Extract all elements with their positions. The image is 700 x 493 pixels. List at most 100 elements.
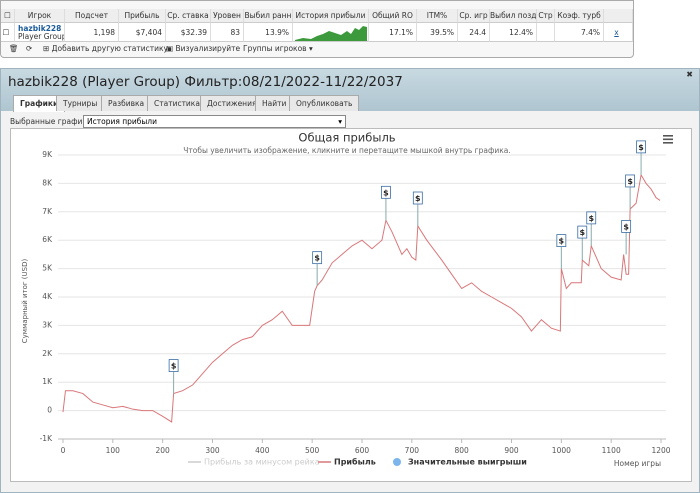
flag-label: $ (415, 194, 421, 203)
column-header[interactable]: Ср. ставка (166, 9, 211, 23)
flag-label: $ (171, 362, 177, 371)
column-header[interactable]: Стр (537, 9, 555, 23)
y-tick-label: 8K (42, 178, 53, 187)
x-tick-label: 700 (405, 446, 420, 455)
player-name[interactable]: hazbik228 (18, 24, 62, 33)
flag (556, 234, 567, 247)
x-tick-label: 1000 (552, 446, 571, 455)
column-header[interactable]: Игрок (15, 9, 65, 23)
window-title: hazbik228 (Player Group) Фильтр:08/21/20… (8, 74, 403, 90)
close-button[interactable]: ✖ (686, 70, 693, 79)
y-tick-label: 9K (42, 150, 53, 159)
cell: 17.1% (369, 23, 417, 42)
refresh-icon[interactable]: ⟳ (26, 44, 33, 53)
sparkline-cell (293, 23, 369, 42)
y-tick-label: 5K (42, 264, 53, 273)
x-tick-label: 900 (504, 446, 519, 455)
cell: 7.4% (555, 23, 604, 42)
tab[interactable]: Найти (255, 95, 294, 111)
chart-select-value: История прибыли (87, 117, 157, 126)
add-stat-button[interactable]: ⊞ Добавить другую статистику (43, 44, 168, 53)
legend-item[interactable]: Прибыль (318, 457, 376, 467)
selected-label: Выбранные графики: (10, 117, 95, 126)
column-header[interactable]: Ср. игр (458, 9, 490, 23)
chart-subtitle: Чтобы увеличить изображение, кликните и … (183, 146, 511, 155)
flag-label: $ (623, 222, 629, 231)
cell: 13.9% (244, 23, 293, 42)
sparkline (295, 26, 367, 41)
column-header[interactable]: Прибыль (119, 9, 166, 23)
flag-label: $ (588, 214, 594, 223)
flag (621, 220, 632, 233)
y-tick-label: 7K (42, 207, 53, 216)
flag (577, 225, 588, 239)
cell: 39.5% (417, 23, 458, 42)
flag-label: $ (638, 143, 644, 152)
cell: 12.4% (490, 23, 537, 42)
legend-label: Прибыль за минусом рейка (204, 458, 320, 467)
y-axis-label: Суммарный итог (USD) (21, 259, 29, 344)
header-checkbox[interactable]: ☐ (1, 9, 15, 23)
flag (312, 251, 323, 265)
column-header[interactable]: Подсчет (65, 9, 119, 23)
column-header[interactable]: Общий RO (369, 9, 417, 23)
flag (381, 185, 391, 199)
visualize-button[interactable]: ▣ Визуализируйте (166, 44, 241, 53)
legend-item[interactable]: Значительные выигрыши (393, 458, 527, 467)
menu-button[interactable] (663, 135, 673, 144)
select-arrow: ▾ (338, 117, 342, 126)
window-header: hazbik228 (Player Group) Фильтр:08/21/20… (1, 69, 699, 112)
flag-label: $ (579, 228, 585, 237)
profit-line (62, 173, 661, 423)
remove-link[interactable]: x (604, 23, 633, 42)
visualize-label: Визуализируйте (175, 44, 241, 53)
legend-symbol (393, 458, 401, 466)
player-cell: hazbik228 Player Group (15, 23, 65, 42)
flag (168, 359, 179, 372)
legend-item[interactable]: Прибыль за минусом рейка (188, 458, 320, 467)
x-tick-label: 1200 (651, 446, 670, 455)
stats-panel: ☐ Игрок Подсчет Прибыль Ср. ставка Урове… (0, 0, 634, 58)
cell: 1,198 (65, 23, 119, 42)
flag-label: $ (383, 188, 389, 197)
flag (412, 191, 423, 205)
chart[interactable]: Общая прибыль Чтобы увеличить изображени… (10, 128, 692, 482)
groups-button[interactable]: Группы игроков ▾ (243, 44, 313, 53)
x-tick-label: 300 (205, 446, 220, 455)
flag-label: $ (627, 177, 633, 186)
y-tick-label: 0 (47, 406, 52, 415)
tab[interactable]: Статистика (147, 95, 207, 111)
x-tick-label: 500 (305, 446, 320, 455)
y-tick-label: 3K (42, 320, 53, 329)
column-header[interactable]: Коэф. турб (555, 9, 604, 23)
chart-title: Общая прибыль (298, 131, 395, 145)
cell: 83 (211, 23, 244, 42)
y-tick-label: -1K (40, 434, 53, 443)
flag (586, 211, 597, 225)
column-header[interactable]: ITM% (417, 9, 458, 23)
tab[interactable]: Достижения (200, 95, 264, 111)
x-tick-label: 800 (455, 446, 470, 455)
x-tick-label: 600 (355, 446, 370, 455)
tab[interactable]: Турниры (56, 95, 105, 111)
column-header[interactable]: История прибыли (293, 9, 369, 23)
legend-label: Значительные выигрыши (408, 458, 527, 467)
column-header[interactable]: Выбил ранн (244, 9, 293, 23)
flag (625, 174, 636, 188)
trash-icon[interactable]: 🗑 (9, 44, 19, 53)
x-tick-label: 400 (255, 446, 270, 455)
tab[interactable]: Разбивка (101, 95, 152, 111)
row-checkbox[interactable]: ☐ (1, 23, 15, 42)
y-tick-label: 6K (42, 235, 53, 244)
chart-select[interactable]: История прибыли ▾ (83, 115, 346, 128)
column-header[interactable]: Уровен (211, 9, 244, 23)
tab[interactable]: Опубликовать (289, 95, 360, 111)
cell (537, 23, 555, 42)
x-tick-label: 1100 (602, 446, 621, 455)
column-header[interactable]: Выбил позд (490, 9, 537, 23)
flag (636, 140, 646, 154)
y-tick-label: 1K (42, 377, 53, 386)
y-tick-label: 2K (42, 349, 53, 358)
